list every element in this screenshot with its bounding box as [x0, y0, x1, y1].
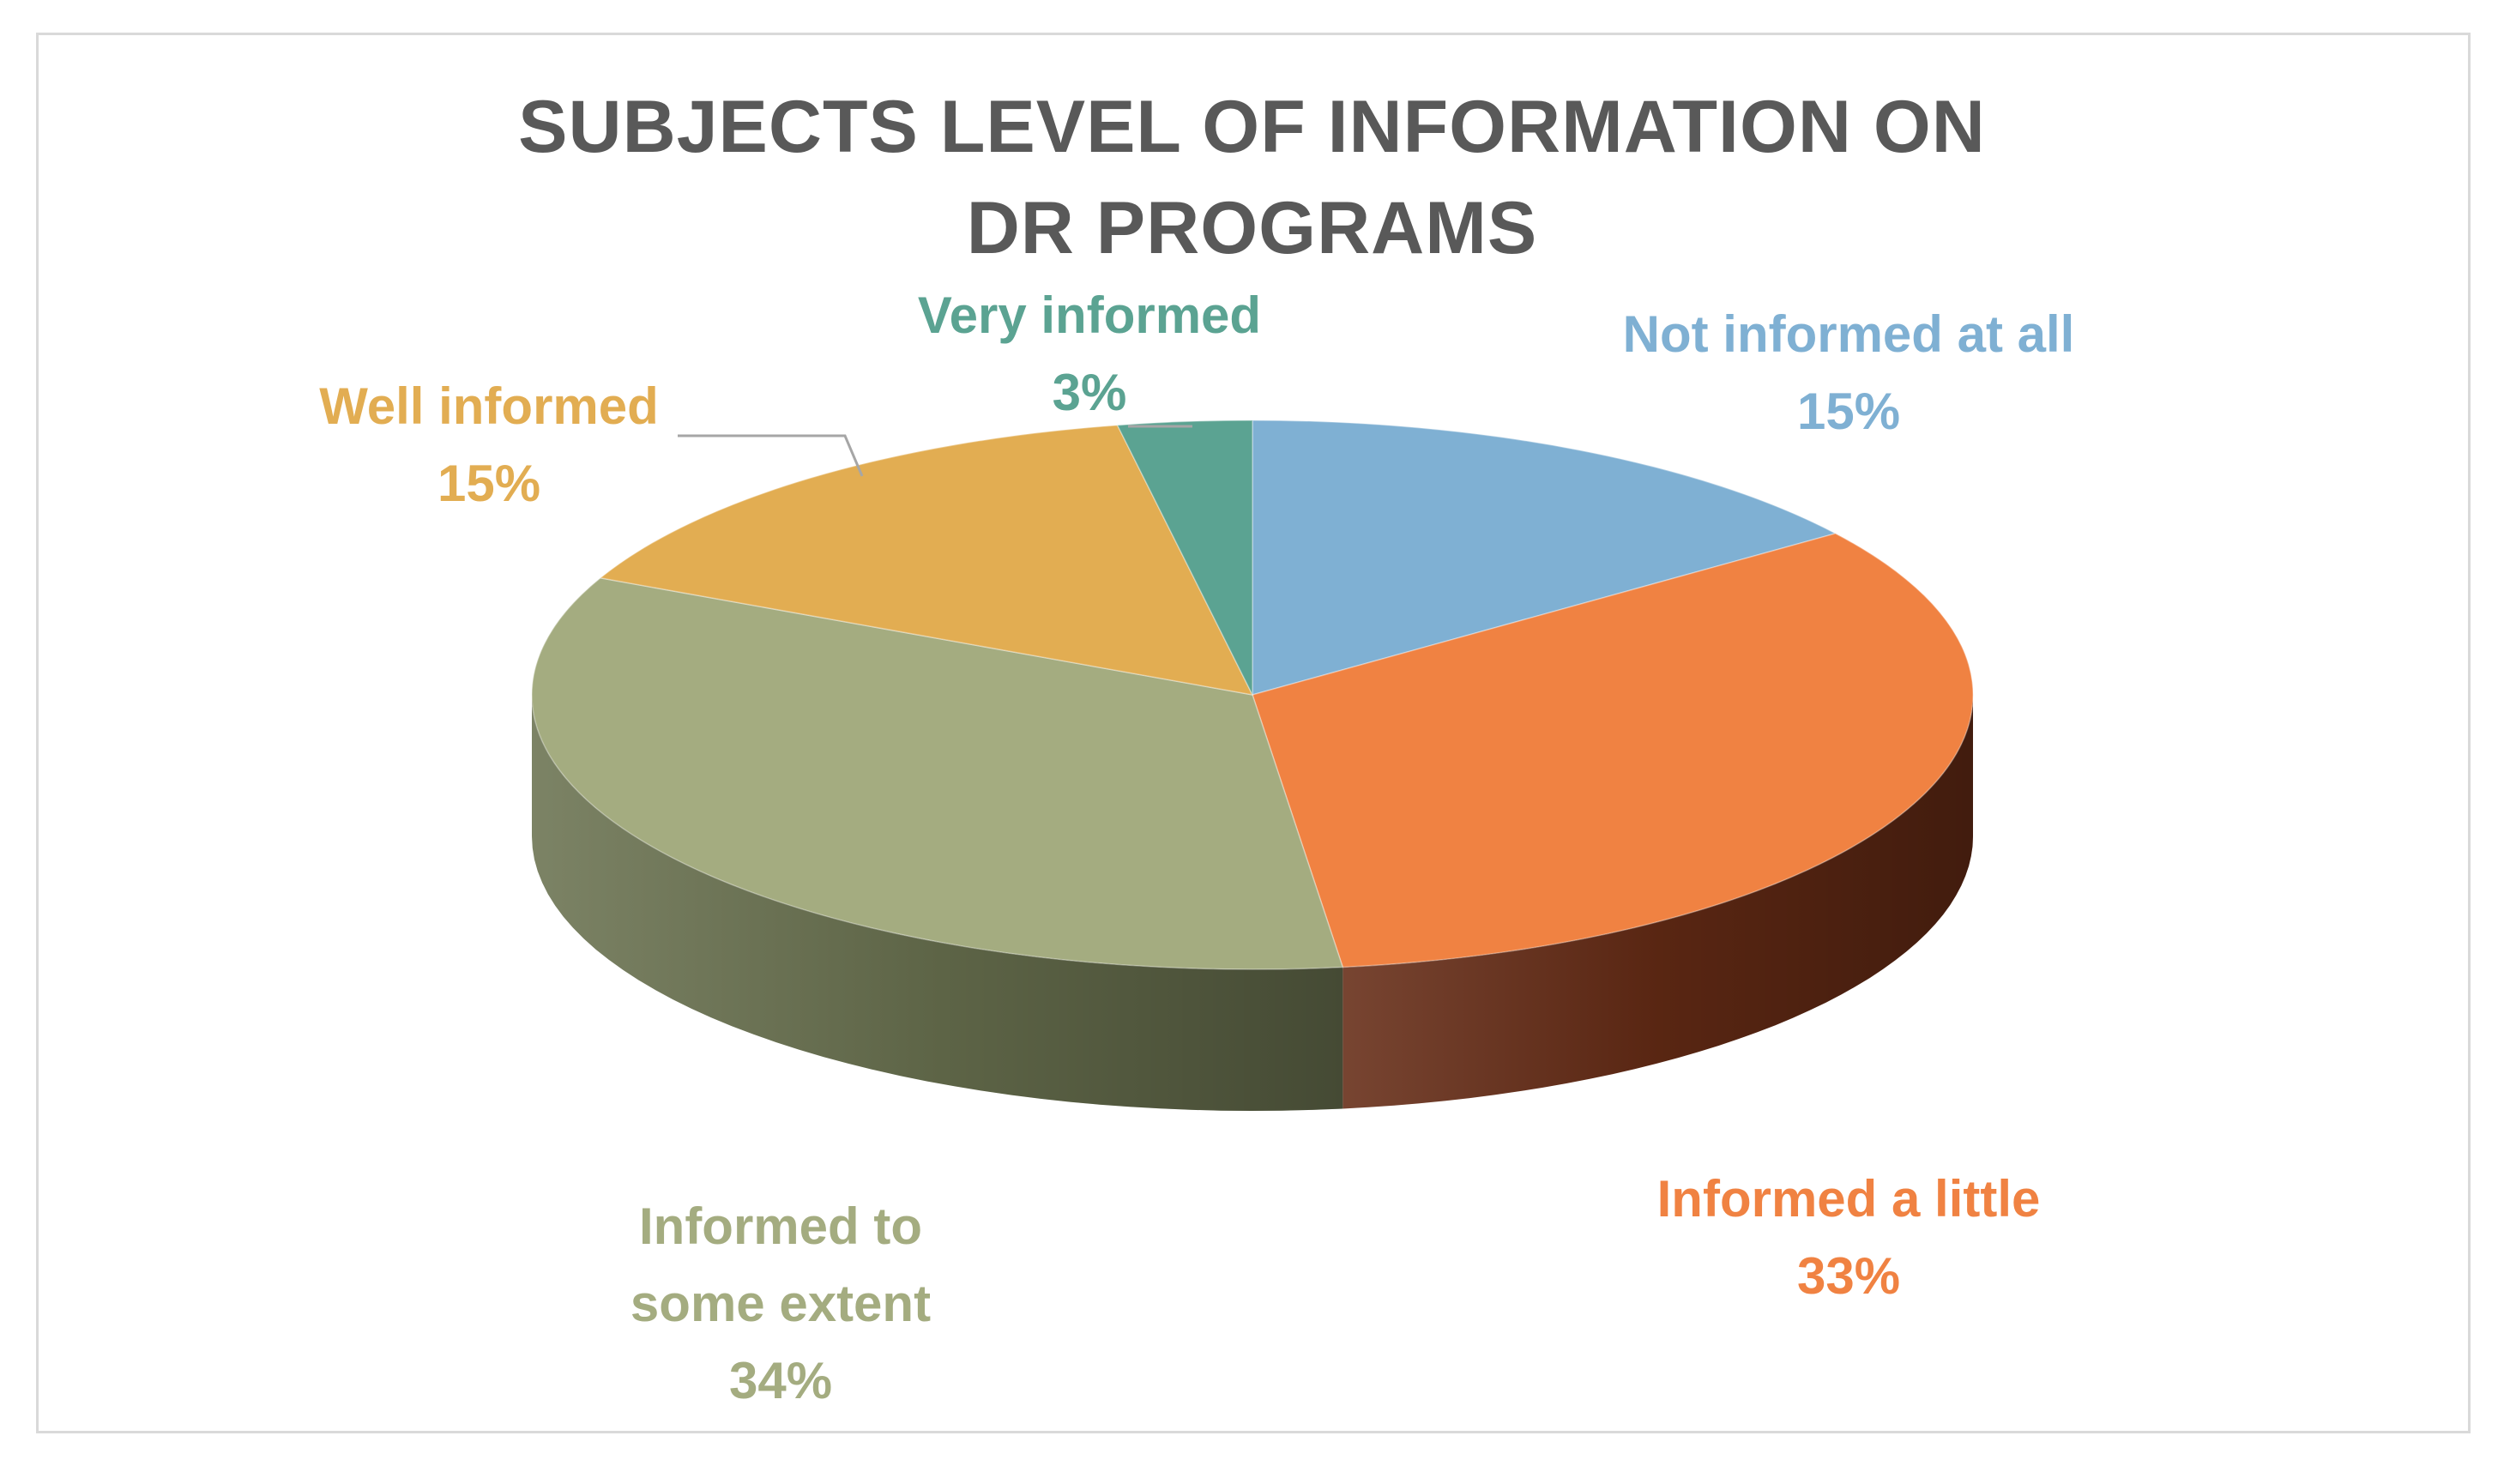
pie-slice-0	[1252, 419, 1837, 696]
slice-category-label: Very informed	[918, 287, 1261, 344]
slice-label-3: Well informed 15%	[319, 377, 659, 512]
slice-percent-label: 34%	[729, 1352, 832, 1409]
slice-category-label: Not informed at all	[1623, 305, 2075, 363]
pie-slice-4	[1116, 419, 1253, 696]
slice-labels: Not informed at all 15% Informed a little 3…	[319, 287, 2074, 1409]
chart-title-line-2: DR PROGRAMS	[966, 187, 1538, 269]
leader-line-0	[678, 434, 864, 477]
slice-category-label: Well informed	[319, 377, 659, 435]
slice-percent-label: 3%	[1053, 364, 1127, 421]
slice-percent-label: 33%	[1797, 1247, 1900, 1305]
slice-label-1: Informed a little 33%	[1657, 1170, 2041, 1305]
pie-tops	[531, 419, 1974, 970]
slice-category-label: Informed to	[639, 1197, 922, 1255]
slice-percent-label: 15%	[437, 455, 540, 512]
pie-sides	[532, 695, 1973, 1111]
pie-slice-1	[1252, 533, 1974, 968]
pie-slice-3	[599, 424, 1254, 697]
leader-lines	[678, 425, 1192, 477]
pie-slice-2	[531, 577, 1344, 970]
slice-category-label: some extent	[631, 1275, 931, 1332]
slice-percent-label: 15%	[1797, 383, 1900, 440]
chart-title-line-1: SUBJECTS LEVEL OF INFORMATION ON	[518, 86, 1986, 168]
pie-slice-side-shade-1	[1343, 695, 1973, 1109]
slice-label-4: Very informed 3%	[918, 287, 1261, 421]
slice-label-2: Informed to some extent 34%	[631, 1197, 931, 1409]
slice-category-label: Informed a little	[1657, 1170, 2041, 1228]
pie-slice-side-shade-2	[532, 695, 1343, 1111]
slice-label-0: Not informed at all 15%	[1623, 305, 2075, 440]
